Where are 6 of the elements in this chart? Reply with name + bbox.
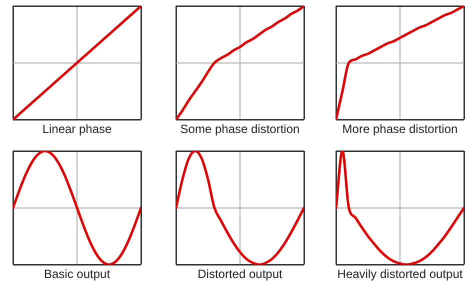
x-axis-title: Linear phase: [42, 122, 112, 136]
x-axis-title: Distorted output: [198, 267, 284, 281]
x-axis-title: More phase distortion: [342, 122, 458, 136]
x-axis-title: Some phase distortion: [180, 122, 300, 136]
x-axis-title: Heavily distorted output: [337, 267, 464, 281]
x-axis-title: Basic output: [44, 267, 111, 281]
